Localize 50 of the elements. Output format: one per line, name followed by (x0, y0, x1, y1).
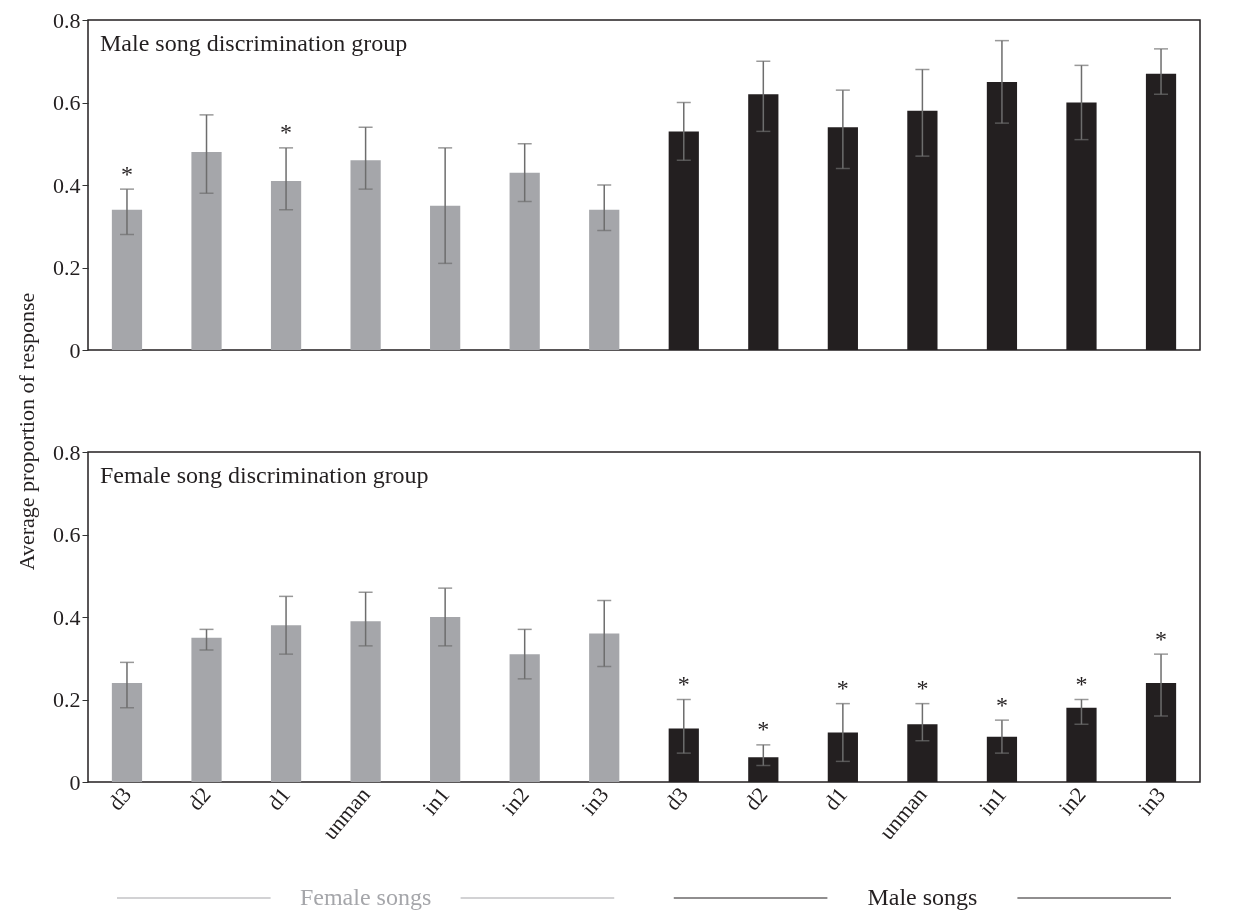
bar (350, 160, 381, 350)
bar (509, 654, 540, 782)
data-label: * (995, 691, 1008, 718)
y-tick-label: 0 (69, 337, 81, 363)
text: Female songs (299, 884, 432, 910)
x-tick-label: in1 (973, 782, 1012, 820)
y-tick-label: 0.4 (53, 604, 81, 630)
bar (589, 633, 620, 782)
y-axis-title: Average proportion of response (14, 292, 39, 571)
y-tick-label: 0.4 (53, 172, 81, 198)
bar (270, 625, 302, 782)
data-label: * (1075, 671, 1088, 698)
y-tick-label: 0.8 (53, 7, 81, 33)
data-label: * (1155, 625, 1168, 652)
bar (430, 205, 461, 350)
x-tick-label: in1 (417, 782, 455, 820)
chart-title: Female song discrimination group (100, 462, 429, 488)
y-tick-label: 0.6 (53, 90, 81, 115)
y-tick-label: 0 (69, 769, 81, 795)
x-tick-label: in2 (1053, 782, 1091, 820)
x-tick-label: d1 (261, 782, 296, 816)
bar (111, 209, 143, 350)
x-tick-label: in3 (576, 782, 614, 820)
y-tick-label: 0.2 (53, 687, 81, 712)
data-label: * (677, 671, 690, 698)
data-label: * (120, 160, 133, 187)
chart-title: Male song discrimination group (100, 30, 408, 56)
x-tick-label: in3 (1132, 782, 1171, 820)
x-tick-label: d3 (102, 782, 137, 816)
data-label: * (280, 119, 293, 146)
y-tick-label: 0.6 (53, 522, 81, 547)
y-tick-label: 0.2 (53, 255, 81, 280)
x-tick-label: in2 (496, 782, 534, 820)
bar (111, 683, 143, 782)
data-label: * (836, 675, 849, 702)
x-tick-label: d1 (818, 782, 853, 816)
y-tick-label: 0.8 (53, 439, 81, 465)
bar (191, 637, 222, 782)
x-tick-label: d2 (182, 782, 216, 816)
data-label: * (916, 675, 929, 702)
data-label: * (757, 716, 770, 743)
x-tick-label: d2 (739, 782, 773, 816)
text: Male songs (867, 884, 978, 910)
bar (509, 172, 540, 350)
bar (350, 621, 381, 782)
bar (191, 152, 222, 350)
bar (430, 617, 461, 782)
bar (589, 209, 620, 350)
x-tick-label: d3 (659, 782, 693, 816)
bar (270, 180, 302, 350)
